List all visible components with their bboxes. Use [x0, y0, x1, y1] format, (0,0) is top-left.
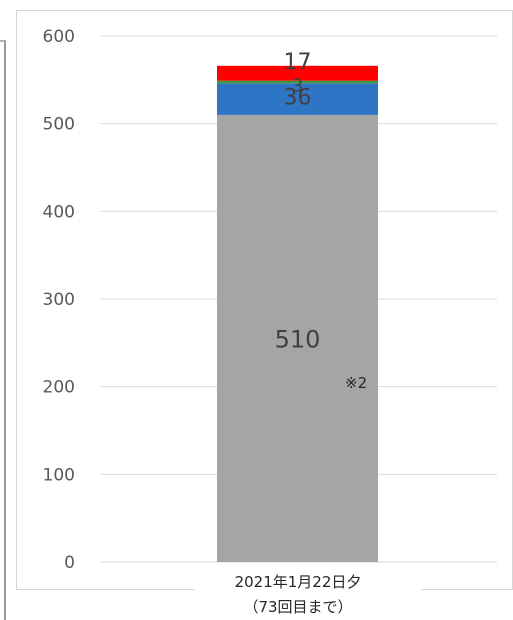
bar-segments — [217, 65, 378, 563]
y-tick-label: 0 — [64, 553, 75, 573]
left-panel-edge — [0, 40, 6, 620]
bar-segment-3 — [217, 65, 378, 81]
data-label-2: 3 — [292, 76, 303, 97]
data-label-0: 510 — [275, 325, 321, 353]
bar-segment-2 — [217, 80, 378, 84]
category-sublabel: （73回目まで） — [243, 598, 352, 616]
y-tick-label: 300 — [43, 290, 75, 310]
bar-segment-1 — [217, 83, 378, 115]
y-tick-label: 500 — [43, 115, 75, 135]
y-tick-label: 200 — [43, 378, 75, 398]
y-axis-labels: 0 100 200 300 400 500 600 — [43, 27, 75, 573]
y-tick-label: 400 — [43, 202, 75, 222]
y-tick-label: 100 — [43, 465, 75, 485]
data-label-3: 17 — [284, 50, 312, 75]
category-label: 2021年1月22日夕 — [235, 573, 362, 591]
y-tick-label: 600 — [43, 27, 75, 47]
bar-segment-0 — [217, 114, 378, 563]
note-annotation: ※2 — [345, 374, 367, 392]
category-label-background — [195, 568, 421, 620]
data-label-1: 36 — [284, 85, 312, 110]
